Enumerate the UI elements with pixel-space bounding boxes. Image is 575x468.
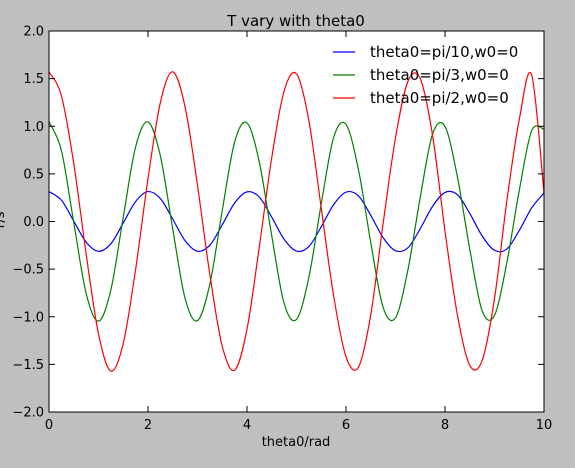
x-tick-label: 6 <box>342 418 350 433</box>
legend-label-2: theta0=pi/3,w0=0 <box>370 66 509 84</box>
x-axis-label: theta0/rad <box>262 435 331 450</box>
y-tick-label: 2.0 <box>23 25 44 40</box>
plot-area <box>49 31 544 412</box>
x-tick-label: 8 <box>441 418 449 433</box>
x-tick-label: 2 <box>144 418 152 433</box>
y-tick-label: −1.5 <box>12 358 44 373</box>
y-tick-label: −2.0 <box>12 406 44 421</box>
legend-label-1: theta0=pi/10,w0=0 <box>370 43 518 61</box>
y-tick-label: 0.5 <box>23 167 44 182</box>
legend: theta0=pi/10,w0=0 theta0=pi/3,w0=0 theta0=… <box>333 43 518 107</box>
series-line-2 <box>48 121 545 322</box>
ticks-layer: 0 2 4 6 8 10 −2.0 −1.5 −1.0 −0.5 0.0 0.5 1.0 1.5 2.0 <box>12 25 552 434</box>
y-tick-label: −0.5 <box>12 263 44 278</box>
chart-title: T vary with theta0 <box>226 12 365 30</box>
y-tick-label: 1.0 <box>23 120 44 135</box>
series-layer <box>48 71 545 372</box>
y-tick-label: 0.0 <box>23 215 44 230</box>
legend-label-3: theta0=pi/2,w0=0 <box>370 89 509 107</box>
y-axis-label: T/s <box>0 211 8 231</box>
series-line-3 <box>48 71 545 372</box>
x-tick-label: 10 <box>536 418 553 433</box>
y-tick-label: −1.0 <box>12 310 44 325</box>
x-tick-label: 4 <box>243 418 251 433</box>
y-tick-label: 1.5 <box>23 72 44 87</box>
x-tick-label: 0 <box>45 418 53 433</box>
